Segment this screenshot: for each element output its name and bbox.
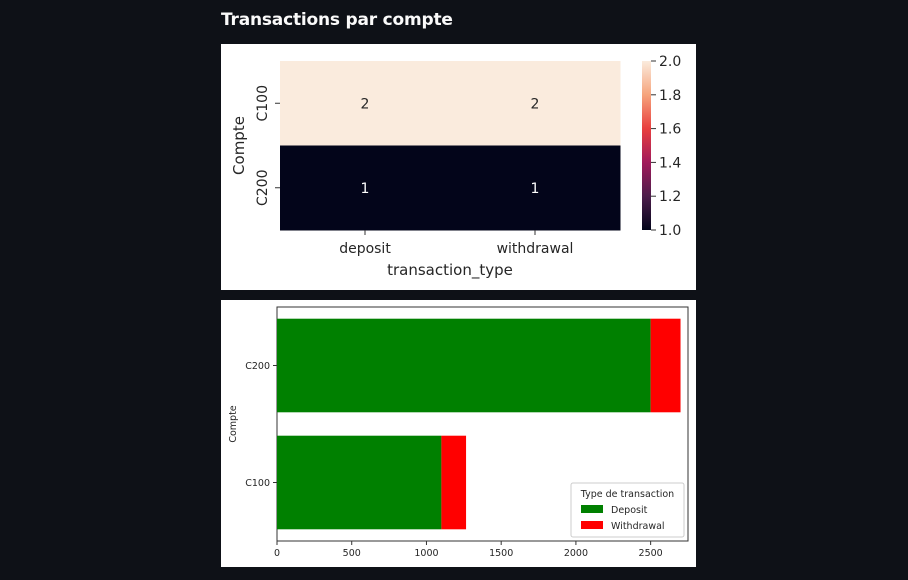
heatmap-chart: 2 2 1 1 deposit withdrawal transaction_type C10…: [230, 54, 681, 280]
heatmap-cell-label: 1: [361, 181, 370, 197]
y-axis-label: Compte: [228, 405, 239, 442]
bar-figure: C100 C200 0 500 1000 1500 2000 2500 Compte Type d…: [221, 300, 696, 567]
x-tick-label: 500: [343, 548, 361, 559]
plot-frame: [276, 306, 689, 542]
heatmap-cell-label: 1: [531, 181, 540, 197]
colorbar-tick-label: 1.0: [659, 223, 681, 239]
legend-label: Deposit: [611, 505, 648, 516]
x-tick-label: 1500: [489, 548, 513, 559]
heatmap-figure: 2 2 1 1 deposit withdrawal transaction_type C10…: [221, 44, 696, 290]
heatmap-cell-label: 2: [361, 96, 370, 112]
bar-segment: [441, 435, 467, 530]
bar-segment: [650, 318, 681, 413]
colorbar: [642, 61, 651, 230]
y-tick-label: C100: [245, 478, 270, 489]
x-tick-label: 1000: [414, 548, 438, 559]
legend-label: Withdrawal: [611, 521, 665, 532]
bar-segment: [277, 318, 651, 413]
colorbar-tick-label: 1.2: [659, 189, 681, 205]
x-tick-label: 2000: [564, 548, 588, 559]
x-axis-label: transaction_type: [387, 261, 513, 280]
y-tick-label: C100: [255, 85, 271, 122]
y-tick-label: C200: [255, 170, 271, 207]
page-title: Transactions par compte: [221, 10, 453, 30]
heatmap-cell: [450, 145, 621, 231]
legend-swatch: [581, 521, 603, 529]
x-tick-label: 0: [274, 548, 280, 559]
heatmap-cell-label: 2: [531, 96, 540, 112]
y-axis-label: Compte: [230, 116, 248, 175]
colorbar-tick-label: 1.8: [659, 88, 681, 104]
heatmap-cell: [450, 61, 621, 146]
colorbar-tick-label: 1.4: [659, 155, 681, 171]
legend-title: Type de transaction: [580, 489, 674, 500]
bar-segment: [277, 435, 442, 530]
colorbar-tick-label: 2.0: [659, 54, 681, 70]
y-tick-label: C200: [245, 361, 270, 372]
x-tick-label: withdrawal: [497, 241, 574, 257]
stacked-bar-chart: C100 C200 0 500 1000 1500 2000 2500 Compte Type d…: [228, 306, 689, 559]
colorbar-tick-label: 1.6: [659, 122, 681, 138]
x-tick-label: deposit: [339, 241, 391, 257]
legend-swatch: [581, 505, 603, 513]
heatmap-cell: [280, 61, 451, 146]
x-tick-label: 2500: [639, 548, 663, 559]
heatmap-cell: [280, 145, 451, 231]
